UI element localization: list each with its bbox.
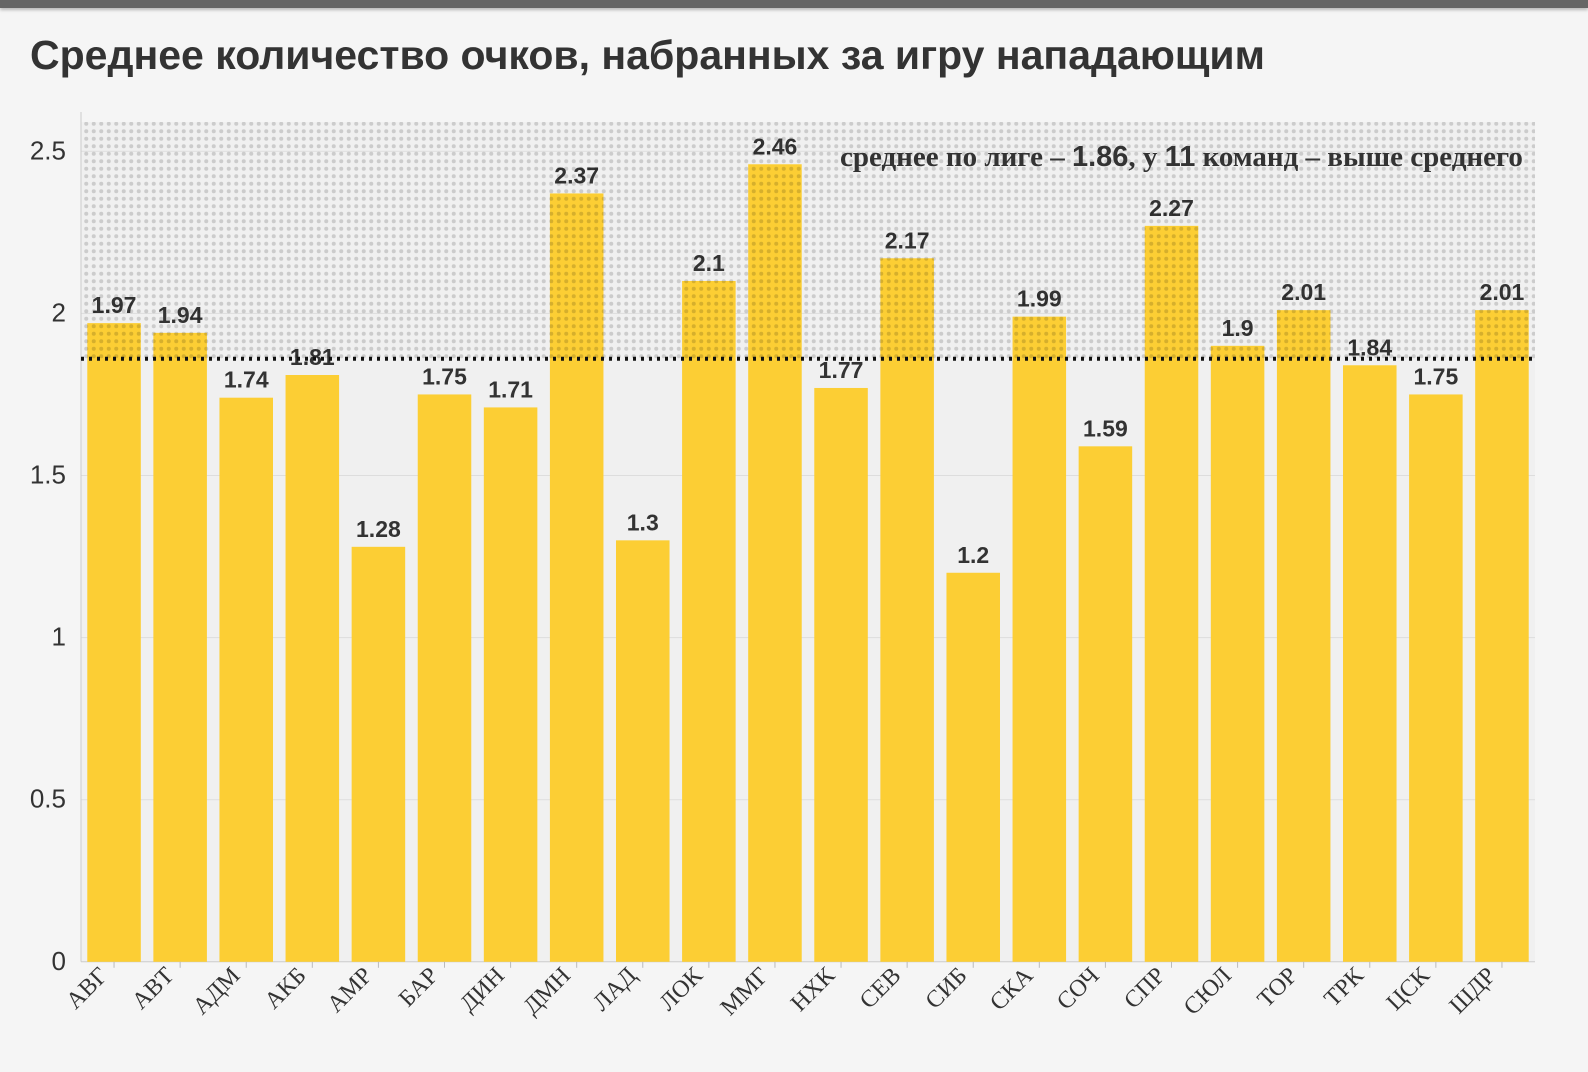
svg-text:1.75: 1.75 — [422, 363, 467, 389]
svg-text:1.5: 1.5 — [30, 460, 66, 490]
svg-text:ДИН: ДИН — [455, 963, 509, 1017]
svg-text:ММГ: ММГ — [716, 963, 774, 1021]
svg-text:1.71: 1.71 — [488, 376, 533, 402]
svg-text:СКА: СКА — [985, 962, 1039, 1016]
svg-text:БАР: БАР — [394, 963, 444, 1013]
svg-text:НХК: НХК — [786, 962, 841, 1017]
svg-text:1: 1 — [52, 622, 66, 652]
svg-text:2.5: 2.5 — [30, 135, 66, 165]
svg-text:ЛАД: ЛАД — [588, 963, 642, 1017]
svg-text:СПР: СПР — [1119, 963, 1170, 1014]
svg-text:1.74: 1.74 — [224, 367, 269, 393]
svg-text:АДМ: АДМ — [188, 963, 245, 1020]
svg-text:1.77: 1.77 — [819, 357, 864, 383]
svg-text:ТРК: ТРК — [1320, 962, 1370, 1012]
svg-text:ШДР: ШДР — [1445, 963, 1502, 1020]
svg-text:ЦСК: ЦСК — [1382, 962, 1436, 1016]
svg-text:1.59: 1.59 — [1083, 415, 1128, 441]
svg-text:ТОР: ТОР — [1253, 963, 1303, 1013]
svg-text:2: 2 — [52, 297, 66, 327]
svg-text:1.2: 1.2 — [957, 542, 989, 568]
svg-text:1.75: 1.75 — [1413, 363, 1458, 389]
svg-text:СИБ: СИБ — [921, 963, 973, 1015]
svg-text:0.5: 0.5 — [30, 784, 66, 814]
svg-text:АВТ: АВТ — [127, 962, 179, 1014]
svg-text:СОЧ: СОЧ — [1052, 963, 1105, 1016]
svg-text:1.28: 1.28 — [356, 516, 401, 542]
svg-text:1.3: 1.3 — [627, 509, 659, 535]
svg-text:СЮЛ: СЮЛ — [1179, 963, 1237, 1021]
svg-text:ЛОК: ЛОК — [655, 962, 709, 1016]
svg-text:АКБ: АКБ — [260, 963, 312, 1015]
svg-text:0: 0 — [52, 946, 66, 976]
svg-text:АМР: АМР — [322, 963, 377, 1018]
svg-text:СЕВ: СЕВ — [855, 963, 906, 1014]
svg-text:АВГ: АВГ — [62, 963, 114, 1015]
svg-text:ДМН: ДМН — [519, 963, 576, 1020]
